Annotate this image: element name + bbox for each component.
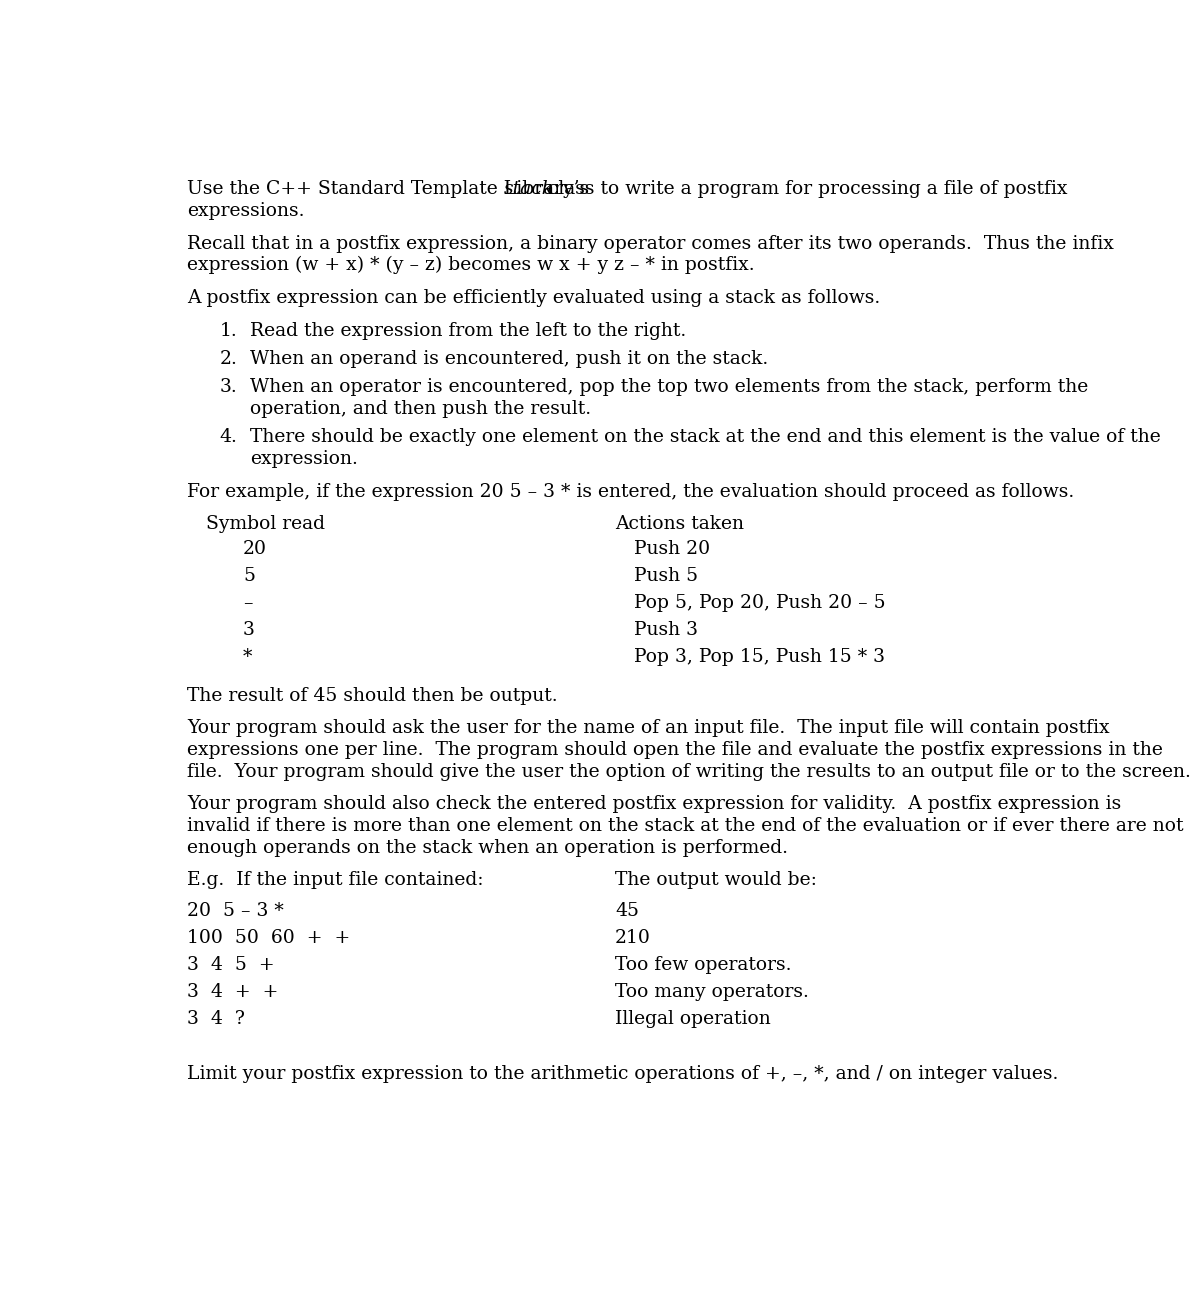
Text: 210: 210 <box>616 929 650 947</box>
Text: For example, if the expression 20 5 – 3 * is entered, the evaluation should proc: For example, if the expression 20 5 – 3 … <box>187 483 1074 501</box>
Text: Your program should also check the entered postfix expression for validity.  A p: Your program should also check the enter… <box>187 795 1122 814</box>
Text: –: – <box>242 594 252 612</box>
Text: Symbol read: Symbol read <box>206 515 325 534</box>
Text: When an operator is encountered, pop the top two elements from the stack, perfor: When an operator is encountered, pop the… <box>251 378 1088 396</box>
Text: Actions taken: Actions taken <box>616 515 744 534</box>
Text: 3: 3 <box>242 621 254 640</box>
Text: Push 3: Push 3 <box>634 621 697 640</box>
Text: Your program should ask the user for the name of an input file.  The input file : Your program should ask the user for the… <box>187 719 1110 738</box>
Text: 3.: 3. <box>220 378 238 396</box>
Text: The output would be:: The output would be: <box>616 871 817 889</box>
Text: invalid if there is more than one element on the stack at the end of the evaluat: invalid if there is more than one elemen… <box>187 818 1183 835</box>
Text: 3  4  +  +: 3 4 + + <box>187 982 278 1001</box>
Text: 1.: 1. <box>220 322 238 340</box>
Text: When an operand is encountered, push it on the stack.: When an operand is encountered, push it … <box>251 351 769 368</box>
Text: Push 20: Push 20 <box>634 540 709 559</box>
Text: 3  4  5  +: 3 4 5 + <box>187 956 275 974</box>
Text: A postfix expression can be efficiently evaluated using a stack as follows.: A postfix expression can be efficiently … <box>187 289 881 307</box>
Text: E.g.  If the input file contained:: E.g. If the input file contained: <box>187 871 484 889</box>
Text: file.  Your program should give the user the option of writing the results to an: file. Your program should give the user … <box>187 763 1192 781</box>
Text: expression (w + x) * (y – z) becomes w x + y z – * in postfix.: expression (w + x) * (y – z) becomes w x… <box>187 256 755 275</box>
Text: class to write a program for processing a file of postfix: class to write a program for processing … <box>542 181 1068 198</box>
Text: 20  5 – 3 *: 20 5 – 3 * <box>187 901 284 920</box>
Text: Recall that in a postfix expression, a binary operator comes after its two opera: Recall that in a postfix expression, a b… <box>187 234 1114 252</box>
Text: There should be exactly one element on the stack at the end and this element is : There should be exactly one element on t… <box>251 428 1162 446</box>
Text: 20: 20 <box>242 540 266 559</box>
Text: 4.: 4. <box>220 428 238 446</box>
Text: 5: 5 <box>242 568 256 585</box>
Text: 2.: 2. <box>220 351 238 368</box>
Text: expressions.: expressions. <box>187 201 305 220</box>
Text: *: * <box>242 649 252 667</box>
Text: The result of 45 should then be output.: The result of 45 should then be output. <box>187 687 558 705</box>
Text: Read the expression from the left to the right.: Read the expression from the left to the… <box>251 322 686 340</box>
Text: Illegal operation: Illegal operation <box>616 1010 770 1028</box>
Text: stack: stack <box>504 181 553 198</box>
Text: Too many operators.: Too many operators. <box>616 982 809 1001</box>
Text: 100  50  60  +  +: 100 50 60 + + <box>187 929 350 947</box>
Text: 3  4  ?: 3 4 ? <box>187 1010 245 1028</box>
Text: expression.: expression. <box>251 450 359 468</box>
Text: operation, and then push the result.: operation, and then push the result. <box>251 400 592 417</box>
Text: 45: 45 <box>616 901 640 920</box>
Text: expressions one per line.  The program should open the file and evaluate the pos: expressions one per line. The program sh… <box>187 742 1163 759</box>
Text: Limit your postfix expression to the arithmetic operations of +, –, *, and / on : Limit your postfix expression to the ari… <box>187 1065 1058 1083</box>
Text: enough operands on the stack when an operation is performed.: enough operands on the stack when an ope… <box>187 838 788 857</box>
Text: Use the C++ Standard Template Library’s: Use the C++ Standard Template Library’s <box>187 181 595 198</box>
Text: Push 5: Push 5 <box>634 568 697 585</box>
Text: Pop 3, Pop 15, Push 15 * 3: Pop 3, Pop 15, Push 15 * 3 <box>634 649 884 667</box>
Text: Too few operators.: Too few operators. <box>616 956 792 974</box>
Text: Pop 5, Pop 20, Push 20 – 5: Pop 5, Pop 20, Push 20 – 5 <box>634 594 886 612</box>
